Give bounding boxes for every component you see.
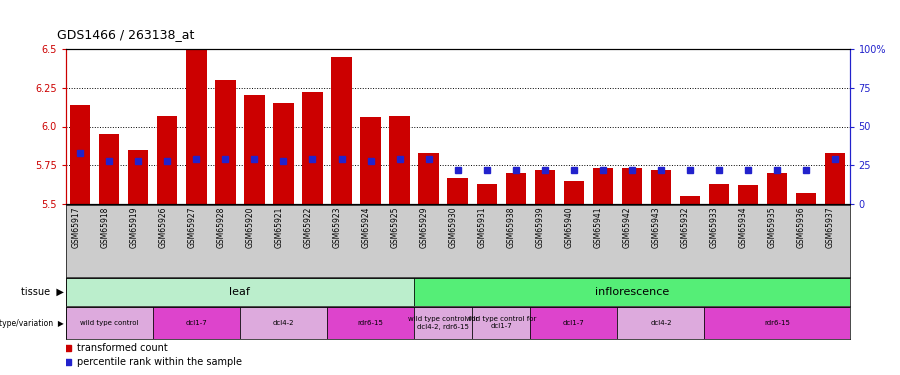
Text: GSM65926: GSM65926 bbox=[158, 207, 167, 248]
Bar bbox=[331, 57, 352, 204]
Bar bbox=[360, 117, 381, 204]
Text: GSM65941: GSM65941 bbox=[594, 207, 603, 248]
Text: GSM65929: GSM65929 bbox=[419, 207, 428, 248]
Bar bbox=[244, 96, 265, 204]
Bar bbox=[563, 181, 584, 204]
Text: GSM65925: GSM65925 bbox=[391, 207, 400, 248]
Bar bbox=[476, 184, 497, 204]
Text: GSM65937: GSM65937 bbox=[826, 207, 835, 248]
Text: wild type control: wild type control bbox=[80, 320, 139, 326]
Bar bbox=[99, 134, 120, 204]
Bar bbox=[66, 307, 153, 339]
Text: GSM65923: GSM65923 bbox=[332, 207, 341, 248]
Bar bbox=[622, 168, 642, 204]
Text: wild type control for
dcl1-7: wild type control for dcl1-7 bbox=[466, 316, 536, 330]
Bar bbox=[617, 307, 705, 339]
Text: dcl1-7: dcl1-7 bbox=[562, 320, 585, 326]
Bar bbox=[274, 103, 293, 204]
Text: dcl1-7: dcl1-7 bbox=[185, 320, 207, 326]
Bar bbox=[738, 185, 758, 204]
Text: GSM65940: GSM65940 bbox=[565, 207, 574, 248]
Bar bbox=[472, 307, 530, 339]
Text: GSM65930: GSM65930 bbox=[448, 207, 457, 248]
Text: GSM65943: GSM65943 bbox=[652, 207, 661, 248]
Text: transformed count: transformed count bbox=[76, 344, 167, 353]
Bar bbox=[593, 168, 613, 204]
Bar bbox=[128, 150, 148, 204]
Bar bbox=[390, 116, 410, 204]
Bar bbox=[767, 173, 788, 204]
Bar bbox=[705, 307, 850, 339]
Text: inflorescence: inflorescence bbox=[595, 287, 669, 297]
Bar bbox=[414, 278, 850, 306]
Bar bbox=[66, 278, 414, 306]
Text: GSM65932: GSM65932 bbox=[681, 207, 690, 248]
Text: GSM65933: GSM65933 bbox=[710, 207, 719, 248]
Text: GSM65931: GSM65931 bbox=[478, 207, 487, 248]
Text: dcl4-2: dcl4-2 bbox=[273, 320, 294, 326]
Bar bbox=[447, 178, 468, 204]
Text: GSM65927: GSM65927 bbox=[187, 207, 196, 248]
Text: genotype/variation  ▶: genotype/variation ▶ bbox=[0, 318, 64, 327]
Text: GSM65934: GSM65934 bbox=[739, 207, 748, 248]
Text: GSM65922: GSM65922 bbox=[303, 207, 312, 248]
Text: rdr6-15: rdr6-15 bbox=[357, 320, 383, 326]
Bar bbox=[680, 196, 700, 204]
Text: GSM65936: GSM65936 bbox=[797, 207, 806, 248]
Text: GSM65939: GSM65939 bbox=[536, 207, 544, 248]
Bar bbox=[158, 116, 177, 204]
Text: tissue  ▶: tissue ▶ bbox=[21, 287, 64, 297]
Text: GSM65918: GSM65918 bbox=[100, 207, 109, 248]
Bar bbox=[414, 307, 472, 339]
Bar bbox=[651, 170, 671, 204]
Text: dcl4-2: dcl4-2 bbox=[650, 320, 671, 326]
Bar bbox=[535, 170, 555, 204]
Bar bbox=[825, 153, 845, 204]
Text: GSM65942: GSM65942 bbox=[623, 207, 632, 248]
Text: GSM65919: GSM65919 bbox=[130, 207, 139, 248]
Text: GSM65917: GSM65917 bbox=[71, 207, 80, 248]
Text: rdr6-15: rdr6-15 bbox=[764, 320, 790, 326]
Bar bbox=[240, 307, 327, 339]
Bar bbox=[709, 184, 729, 204]
Bar bbox=[418, 153, 439, 204]
Text: GDS1466 / 263138_at: GDS1466 / 263138_at bbox=[57, 28, 194, 42]
Text: GSM65924: GSM65924 bbox=[362, 207, 371, 248]
Bar bbox=[796, 193, 816, 204]
Bar bbox=[186, 49, 206, 204]
Bar bbox=[506, 173, 526, 204]
Bar bbox=[327, 307, 414, 339]
Bar bbox=[153, 307, 240, 339]
Bar bbox=[70, 105, 90, 204]
Text: GSM65921: GSM65921 bbox=[274, 207, 284, 248]
Text: GSM65935: GSM65935 bbox=[768, 207, 777, 248]
Text: GSM65928: GSM65928 bbox=[216, 207, 225, 248]
Text: leaf: leaf bbox=[230, 287, 250, 297]
Text: wild type control for
dcl4-2, rdr6-15: wild type control for dcl4-2, rdr6-15 bbox=[408, 316, 478, 330]
Bar bbox=[530, 307, 617, 339]
Text: GSM65920: GSM65920 bbox=[246, 207, 255, 248]
Bar bbox=[302, 92, 322, 204]
Bar bbox=[215, 80, 236, 204]
Text: percentile rank within the sample: percentile rank within the sample bbox=[76, 357, 242, 367]
Text: GSM65938: GSM65938 bbox=[507, 207, 516, 248]
